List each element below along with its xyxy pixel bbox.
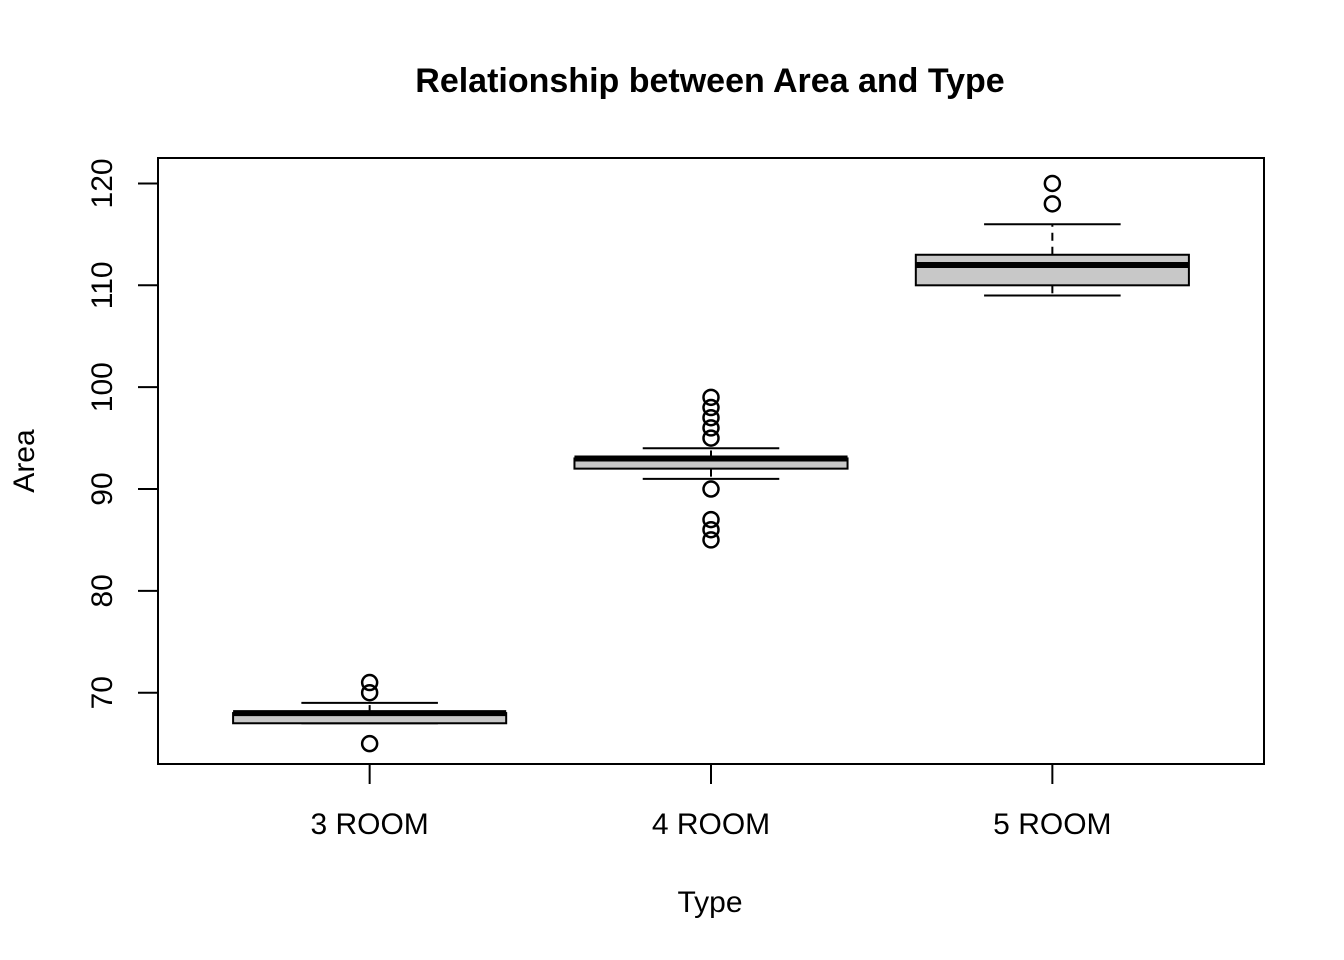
x-tick-label: 3 ROOM bbox=[310, 808, 428, 841]
chart-title: Relationship between Area and Type bbox=[415, 62, 1004, 100]
y-tick-label: 120 bbox=[86, 158, 119, 208]
outlier-point bbox=[702, 408, 720, 427]
box-iqr bbox=[914, 253, 1190, 287]
outlier-point bbox=[702, 510, 720, 529]
y-tick-label: 110 bbox=[86, 261, 119, 309]
y-axis-label: Area bbox=[8, 429, 41, 493]
outlier-point bbox=[702, 480, 720, 498]
y-tick-label: 90 bbox=[86, 472, 119, 505]
x-tick-label: 5 ROOM bbox=[993, 808, 1111, 841]
y-tick-label: 80 bbox=[86, 574, 119, 607]
outlier-point bbox=[702, 398, 720, 417]
x-axis-label: Type bbox=[677, 886, 742, 919]
box-group bbox=[914, 174, 1190, 297]
boxes bbox=[232, 174, 1190, 753]
outlier-point bbox=[702, 419, 720, 437]
outlier-point bbox=[1043, 195, 1062, 213]
x-tick-label: 4 ROOM bbox=[652, 808, 770, 841]
box-group bbox=[573, 388, 849, 549]
outlier-point bbox=[360, 683, 379, 702]
y-tick-label: 100 bbox=[86, 362, 119, 412]
outlier-point bbox=[702, 531, 720, 549]
y-axis: 70 80 90 100 110 120 bbox=[86, 158, 159, 709]
outlier-point bbox=[702, 388, 720, 407]
x-axis: 3 ROOM 4 ROOM 5 ROOM bbox=[310, 763, 1112, 841]
outlier-point bbox=[360, 673, 379, 692]
outlier-point bbox=[1043, 174, 1062, 193]
box-group bbox=[232, 673, 508, 753]
outlier-point bbox=[702, 429, 720, 447]
y-tick-label: 70 bbox=[86, 676, 119, 709]
outlier-point bbox=[702, 520, 720, 539]
outlier-point bbox=[360, 734, 379, 753]
